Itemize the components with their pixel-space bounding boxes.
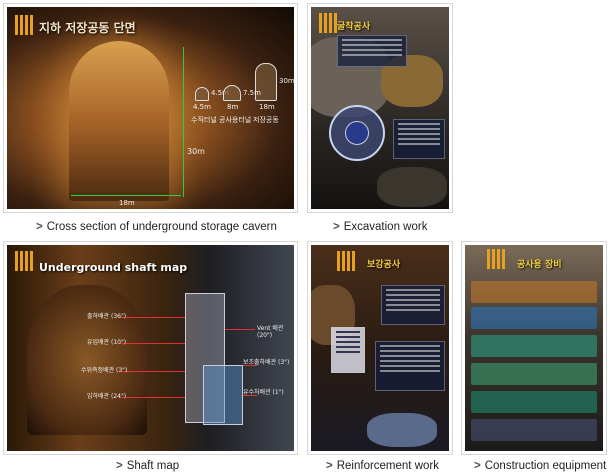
profile-storage-cavern [255, 63, 277, 101]
pipe-label: 입하배관 (24") [87, 393, 127, 400]
caption-text: Excavation work [343, 221, 428, 233]
profile-access-tunnel [223, 85, 241, 101]
gallery-card-cross-section: 지하 저장공동 단면 30m 18m 4.5m 4.5m 수직터널 8m 공사용… [3, 3, 298, 213]
process-list [331, 327, 365, 373]
equipment-row [471, 335, 597, 357]
caption-bullet-icon: > [326, 460, 333, 472]
caption-equipment[interactable]: > Construction equipment [474, 460, 606, 472]
pipe-label: 유입배관 (10") [87, 339, 127, 346]
cavern-diagram [203, 365, 243, 425]
caption-cross-section[interactable]: > Cross section of underground storage ca… [36, 221, 277, 233]
profile-access-width: 8m [227, 103, 239, 111]
gallery-card-reinforcement: 보강공사 [307, 241, 453, 455]
caption-text: Cross section of underground storage cav… [46, 221, 277, 233]
profile-shaft-height: 4.5m [211, 89, 229, 97]
text-panel [381, 285, 445, 325]
pipe-callout [225, 329, 255, 330]
stripe-logo-icon [337, 251, 355, 271]
stripe-logo-icon [15, 15, 33, 35]
caption-bullet-icon: > [474, 460, 481, 472]
thumb-title: 공사용 장비 [517, 260, 562, 270]
pipe-callout [243, 395, 257, 396]
cross-section-thumbnail[interactable]: 지하 저장공동 단면 30m 18m 4.5m 4.5m 수직터널 8m 공사용… [7, 7, 294, 209]
stripe-logo-icon [487, 249, 505, 269]
thumb-title: Underground shaft map [39, 261, 188, 274]
equipment-row [471, 419, 597, 441]
caption-excavation[interactable]: > Excavation work [333, 221, 427, 233]
excavation-thumbnail[interactable]: 굴착공사 [311, 7, 449, 209]
thumb-title: 굴착공사 [337, 22, 371, 32]
height-label: 30m [187, 147, 205, 156]
profile-storage-height: 30m [279, 77, 294, 85]
height-measure-line [183, 47, 184, 197]
pipe-label: Vent 배관 (20") [257, 325, 284, 339]
machine-image [367, 413, 437, 447]
caption-text: Reinforcement work [336, 460, 439, 472]
width-measure-line [71, 195, 181, 196]
pipe-label: 유수처배관 (1") [243, 389, 284, 396]
stripe-logo-icon [15, 251, 33, 271]
equipment-thumbnail[interactable]: 공사용 장비 [465, 245, 603, 451]
thumb-title: 지하 저장공동 단면 [39, 21, 136, 35]
reinforcement-thumbnail[interactable]: 보강공사 [311, 245, 449, 451]
equipment-row [471, 281, 597, 303]
text-panel [337, 35, 407, 67]
profile-shaft-width: 4.5m [193, 103, 211, 111]
caption-bullet-icon: > [116, 460, 123, 472]
shaft-diagram [185, 293, 225, 423]
equipment-row [471, 363, 597, 385]
process-cycle-diagram [329, 105, 385, 161]
thumb-title: 보강공사 [367, 260, 401, 270]
text-panel [393, 119, 445, 159]
pipe-label: 출하배관 (36") [87, 313, 127, 320]
profile-storage-name: 저장공동 [253, 116, 279, 124]
shaft-wall-image [27, 285, 147, 435]
gallery-card-shaft-map: Underground shaft map 출하배관 (36") 유입배관 (1… [3, 241, 298, 455]
width-label: 18m [119, 199, 135, 207]
shaft-map-thumbnail[interactable]: Underground shaft map 출하배관 (36") 유입배관 (1… [7, 245, 294, 451]
equipment-row [471, 391, 597, 413]
pipe-callout [119, 317, 185, 318]
gallery-card-excavation: 굴착공사 [307, 3, 453, 213]
pipe-callout [119, 397, 185, 398]
caption-bullet-icon: > [36, 221, 43, 233]
caption-bullet-icon: > [333, 221, 340, 233]
equipment-row [471, 307, 597, 329]
cycle-center [345, 121, 369, 145]
profile-storage-width: 18m [259, 103, 275, 111]
caption-text: Construction equipment [484, 460, 607, 472]
gallery-card-equipment: 공사용 장비 [461, 241, 607, 455]
caption-reinforcement[interactable]: > Reinforcement work [326, 460, 439, 472]
cavern-tunnel-image [69, 41, 169, 201]
pipe-callout [119, 343, 185, 344]
pipe-callout [243, 365, 257, 366]
pipe-callout [119, 371, 185, 372]
text-panel [375, 341, 445, 391]
profile-storage-sub: 7.5m [243, 89, 261, 97]
profile-access-name: 공사용터널 [219, 116, 252, 124]
profile-shaft-name: 수직터널 [191, 116, 217, 124]
worker-image [377, 167, 447, 207]
pipe-label: 수위측정배관 (3") [81, 367, 128, 374]
caption-text: Shaft map [126, 460, 180, 472]
caption-shaft-map[interactable]: > Shaft map [116, 460, 179, 472]
pipe-label: 보조출하배관 (3") [243, 359, 290, 366]
stripe-logo-icon [319, 13, 337, 33]
profile-shaft [195, 87, 209, 101]
